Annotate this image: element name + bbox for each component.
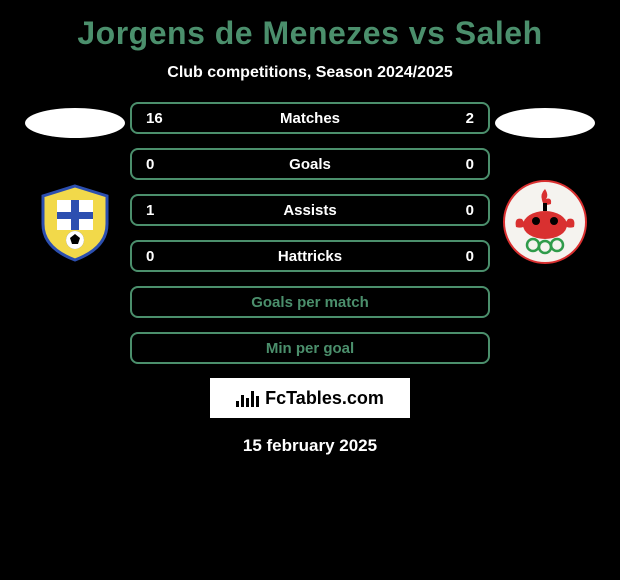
stats-column: 16 Matches 2 0 Goals 0 1 Assists 0 0 Hattricks 0 Goa… (130, 102, 490, 364)
stat-right-value: 2 (448, 110, 474, 127)
stat-label: Goals per match (251, 294, 369, 311)
stat-label: Assists (283, 202, 336, 219)
stat-left-value: 16 (146, 110, 172, 127)
player-left-photo-placeholder (25, 108, 125, 138)
club-badge-right-icon (502, 179, 588, 265)
player-left-club-badge (31, 178, 119, 266)
stat-right-value: 0 (448, 202, 474, 219)
stat-row-assists: 1 Assists 0 (130, 194, 490, 226)
stat-row-min-per-goal: Min per goal (130, 332, 490, 364)
stat-left-value: 1 (146, 202, 172, 219)
stat-label: Matches (280, 110, 340, 127)
player-left-column (20, 102, 130, 266)
main-row: 16 Matches 2 0 Goals 0 1 Assists 0 0 Hattricks 0 Goa… (0, 102, 620, 364)
stat-right-value: 0 (448, 156, 474, 173)
page-subtitle: Club competitions, Season 2024/2025 (167, 64, 452, 82)
page-title: Jorgens de Menezes vs Saleh (77, 15, 542, 52)
stat-row-goals: 0 Goals 0 (130, 148, 490, 180)
stat-label: Hattricks (278, 248, 342, 265)
footer-date: 15 february 2025 (243, 436, 377, 456)
stat-left-value: 0 (146, 156, 172, 173)
stat-row-matches: 16 Matches 2 (130, 102, 490, 134)
player-right-club-badge (501, 178, 589, 266)
stat-label: Goals (289, 156, 331, 173)
player-right-photo-placeholder (495, 108, 595, 138)
comparison-card: Jorgens de Menezes vs Saleh Club competi… (0, 0, 620, 456)
stat-right-value: 0 (448, 248, 474, 265)
stat-left-value: 0 (146, 248, 172, 265)
stat-label: Min per goal (266, 340, 354, 357)
stat-row-hattricks: 0 Hattricks 0 (130, 240, 490, 272)
club-badge-left-icon (35, 182, 115, 262)
fctables-logo[interactable]: FcTables.com (210, 378, 410, 418)
stat-row-goals-per-match: Goals per match (130, 286, 490, 318)
bar-chart-icon (236, 389, 259, 407)
fctables-brand-text: FcTables.com (265, 388, 384, 409)
player-right-column (490, 102, 600, 266)
